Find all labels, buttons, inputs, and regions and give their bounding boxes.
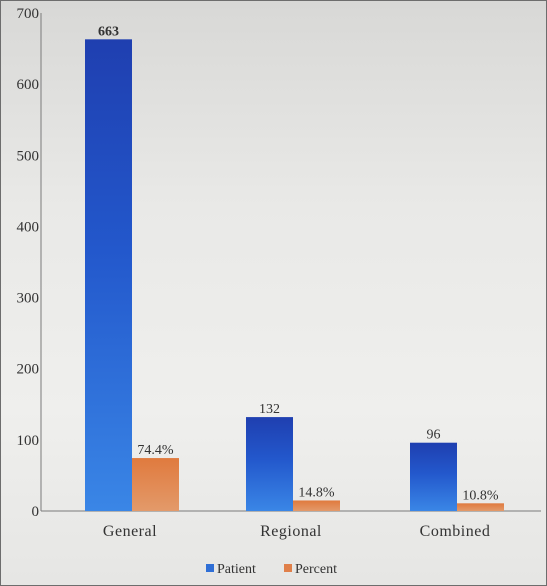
y-tick-label: 200 — [17, 362, 40, 378]
legend-label-percent: Percent — [295, 562, 337, 577]
legend-swatch-percent — [284, 564, 292, 572]
bar-percent-regional — [293, 500, 340, 511]
data-label-patient-general: 663 — [98, 24, 119, 39]
bar-patient-regional — [246, 417, 293, 511]
y-tick-label: 400 — [17, 219, 40, 235]
bar-patient-combined — [410, 442, 457, 511]
legend-swatch-patient — [206, 564, 214, 572]
data-label-patient-regional: 132 — [259, 402, 280, 417]
y-tick-label: 300 — [17, 291, 40, 307]
bar-patient-general — [85, 39, 132, 512]
y-tick-label: 700 — [17, 6, 40, 22]
data-label-percent-combined: 10.8% — [462, 488, 499, 503]
bar-percent-combined — [457, 503, 504, 511]
x-tick-label-regional: Regional — [260, 523, 322, 540]
y-tick-label: 600 — [17, 77, 40, 93]
data-label-percent-regional: 14.8% — [298, 485, 335, 500]
x-tick-label-combined: Combined — [420, 523, 491, 540]
data-label-patient-combined: 96 — [427, 428, 441, 443]
x-tick-label-general: General — [103, 523, 157, 540]
y-tick-label: 0 — [32, 504, 40, 520]
y-tick-label: 500 — [17, 148, 40, 164]
y-tick-label: 100 — [17, 433, 40, 449]
legend-label-patient: Patient — [217, 562, 256, 577]
data-label-percent-general: 74.4% — [137, 443, 174, 458]
bar-percent-general — [132, 458, 179, 511]
